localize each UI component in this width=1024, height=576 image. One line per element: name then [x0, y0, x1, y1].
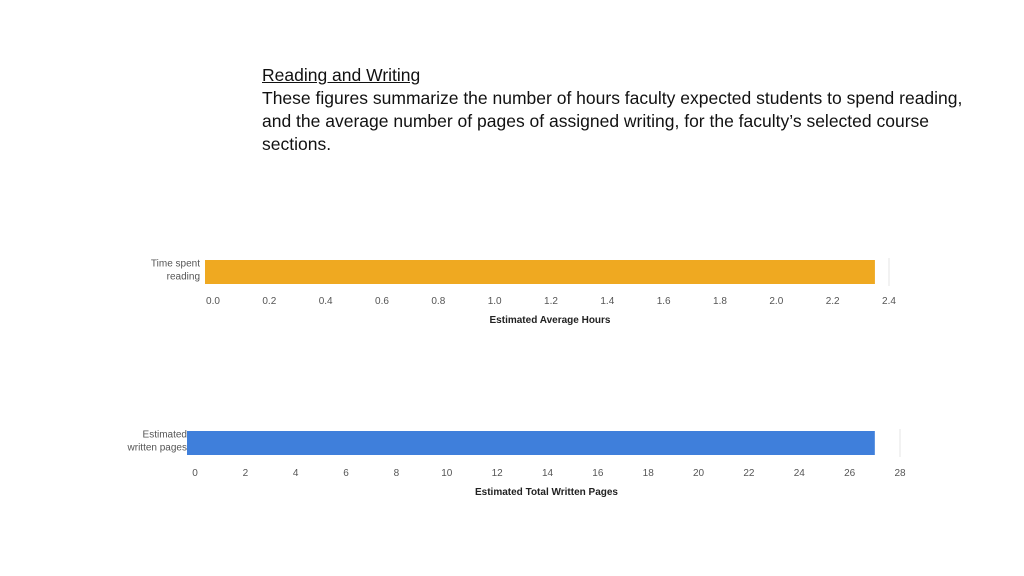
x-axis-title: Estimated Total Written Pages	[475, 487, 618, 498]
tick-label: 0.4	[319, 296, 333, 307]
tick-label: 2.2	[826, 296, 840, 307]
header: Reading and Writing These figures summar…	[262, 64, 982, 156]
tick-label: 26	[844, 468, 856, 479]
section-heading: Reading and Writing	[262, 65, 421, 85]
category-label: Estimated written pages	[127, 430, 187, 454]
tick-label: 2.4	[882, 296, 896, 307]
section-description: These figures summarize the number of ho…	[262, 88, 963, 154]
tick-label: 28	[894, 468, 906, 479]
tick-label: 8	[394, 468, 400, 479]
tick-label: 1.6	[657, 296, 671, 307]
tick-label: 2.0	[769, 296, 783, 307]
tick-label: 18	[643, 468, 655, 479]
bar	[187, 431, 875, 455]
tick-label: 2	[243, 468, 249, 479]
tick-label: 1.2	[544, 296, 558, 307]
bar	[205, 260, 875, 284]
tick-label: 4	[293, 468, 299, 479]
tick-label: 1.0	[488, 296, 502, 307]
tick-label: 0.8	[431, 296, 445, 307]
tick-label: 22	[743, 468, 755, 479]
tick-label: 14	[542, 468, 554, 479]
tick-label: 0	[192, 468, 198, 479]
tick-label: 0.0	[206, 296, 220, 307]
category-label: Time spent reading	[151, 259, 200, 283]
x-axis-title: Estimated Average Hours	[490, 315, 611, 326]
reading-hours-chart: Time spent reading 0.0 0.2 0.4 0.6 0.8 1.0 1.2 1.…	[151, 258, 896, 326]
tick-label: 24	[794, 468, 806, 479]
tick-label: 20	[693, 468, 705, 479]
tick-label: 6	[343, 468, 349, 479]
tick-label: 10	[441, 468, 453, 479]
tick-label: 16	[592, 468, 604, 479]
tick-label: 0.6	[375, 296, 389, 307]
tick-label: 1.8	[713, 296, 727, 307]
tick-label: 12	[492, 468, 504, 479]
tick-label: 0.2	[262, 296, 276, 307]
tick-label: 1.4	[600, 296, 614, 307]
